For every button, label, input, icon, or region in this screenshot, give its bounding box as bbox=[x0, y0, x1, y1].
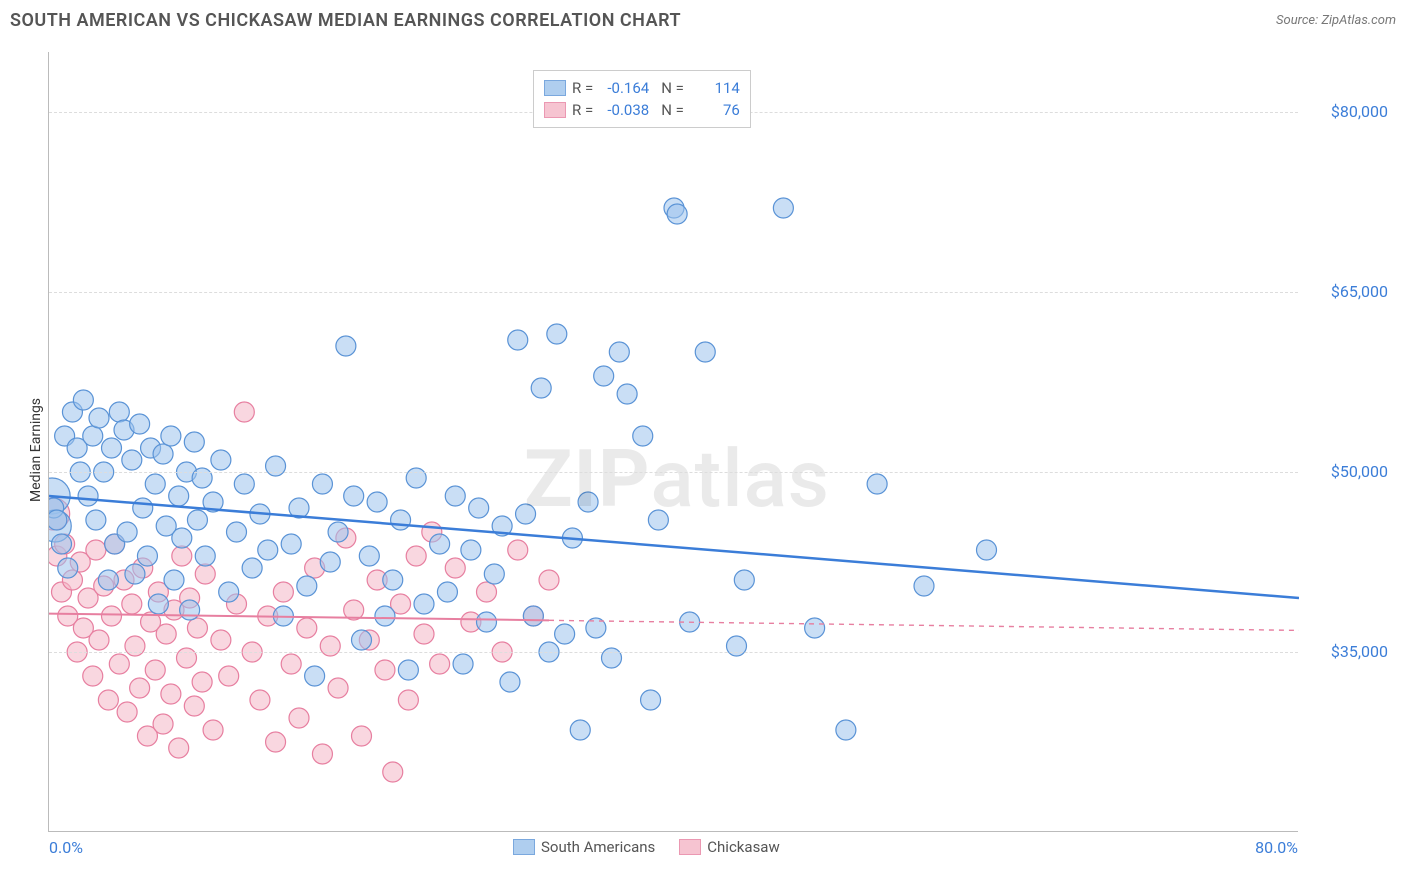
y-tick-label: $65,000 bbox=[1308, 282, 1388, 301]
y-tick-label: $80,000 bbox=[1308, 102, 1388, 121]
x-tick-label: 0.0% bbox=[49, 838, 83, 857]
legend-series: South Americans Chickasaw bbox=[513, 838, 780, 856]
legend-correlation-row: R = -0.038N = 76 bbox=[544, 99, 740, 121]
page-title: SOUTH AMERICAN VS CHICKASAW MEDIAN EARNI… bbox=[10, 10, 681, 31]
legend-swatch bbox=[679, 839, 701, 855]
legend-correlation-row: R = -0.164N = 114 bbox=[544, 77, 740, 99]
legend-series-item: South Americans bbox=[513, 838, 655, 856]
x-tick-label: 80.0% bbox=[1255, 838, 1298, 857]
legend-swatch bbox=[544, 80, 566, 96]
y-axis-label: Median Earnings bbox=[28, 398, 44, 502]
legend-series-item: Chickasaw bbox=[679, 838, 779, 856]
plot-svg bbox=[49, 52, 1299, 832]
legend-series-label: South Americans bbox=[541, 838, 655, 856]
y-tick-label: $50,000 bbox=[1308, 462, 1388, 481]
y-tick-label: $35,000 bbox=[1308, 642, 1388, 661]
legend-swatch bbox=[513, 839, 535, 855]
watermark: ZIPatlas bbox=[524, 432, 830, 526]
legend-swatch bbox=[544, 102, 566, 118]
legend-correlation: R = -0.164N = 114R = -0.038N = 76 bbox=[533, 70, 751, 128]
legend-series-label: Chickasaw bbox=[707, 838, 779, 856]
scatter-plot: ZIPatlas $35,000$50,000$65,000$80,0000.0… bbox=[48, 52, 1298, 832]
source-label: Source: ZipAtlas.com bbox=[1276, 13, 1396, 28]
